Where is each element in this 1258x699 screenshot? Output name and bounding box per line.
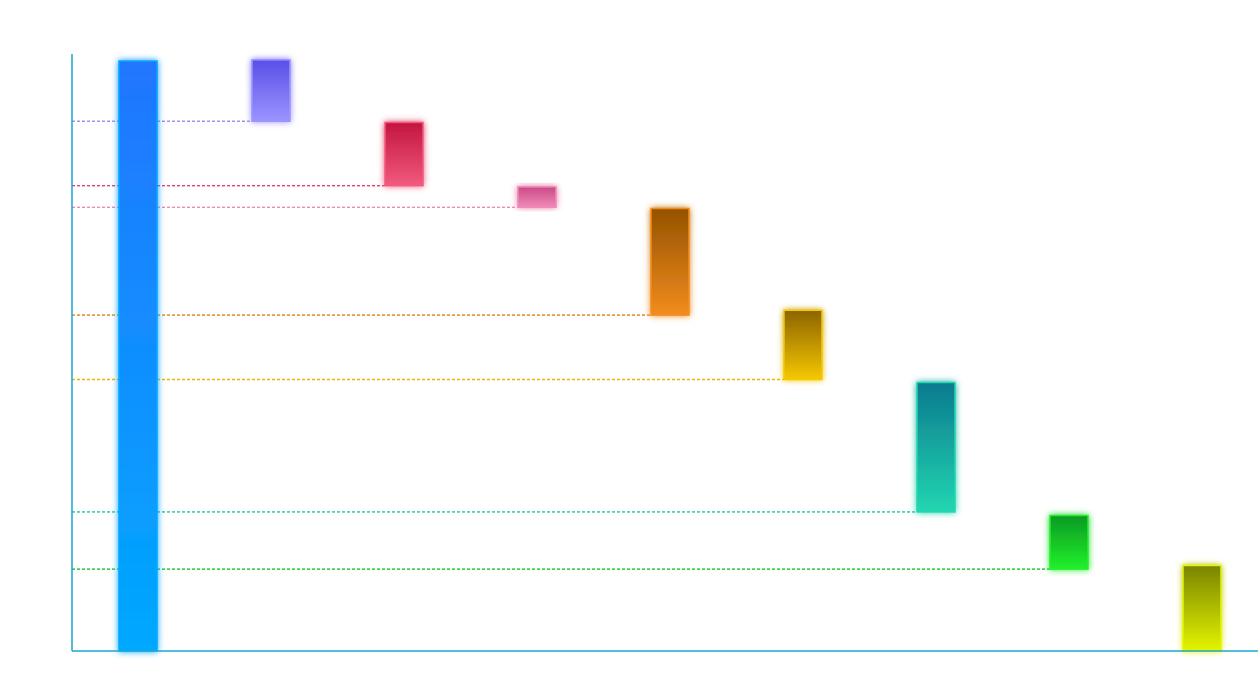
bars: [118, 59, 1222, 652]
delta-bar: [251, 59, 291, 122]
delta-bar: [650, 207, 690, 316]
total-bar: [118, 60, 158, 652]
delta-bar: [384, 121, 424, 187]
delta-bar: [517, 186, 557, 209]
delta-bar: [783, 309, 823, 381]
delta-bar: [916, 381, 956, 513]
delta-bar: [1049, 514, 1089, 570]
axes: [71, 54, 1258, 652]
delta-bar: [1182, 564, 1222, 652]
guide-lines: [72, 120, 1050, 570]
